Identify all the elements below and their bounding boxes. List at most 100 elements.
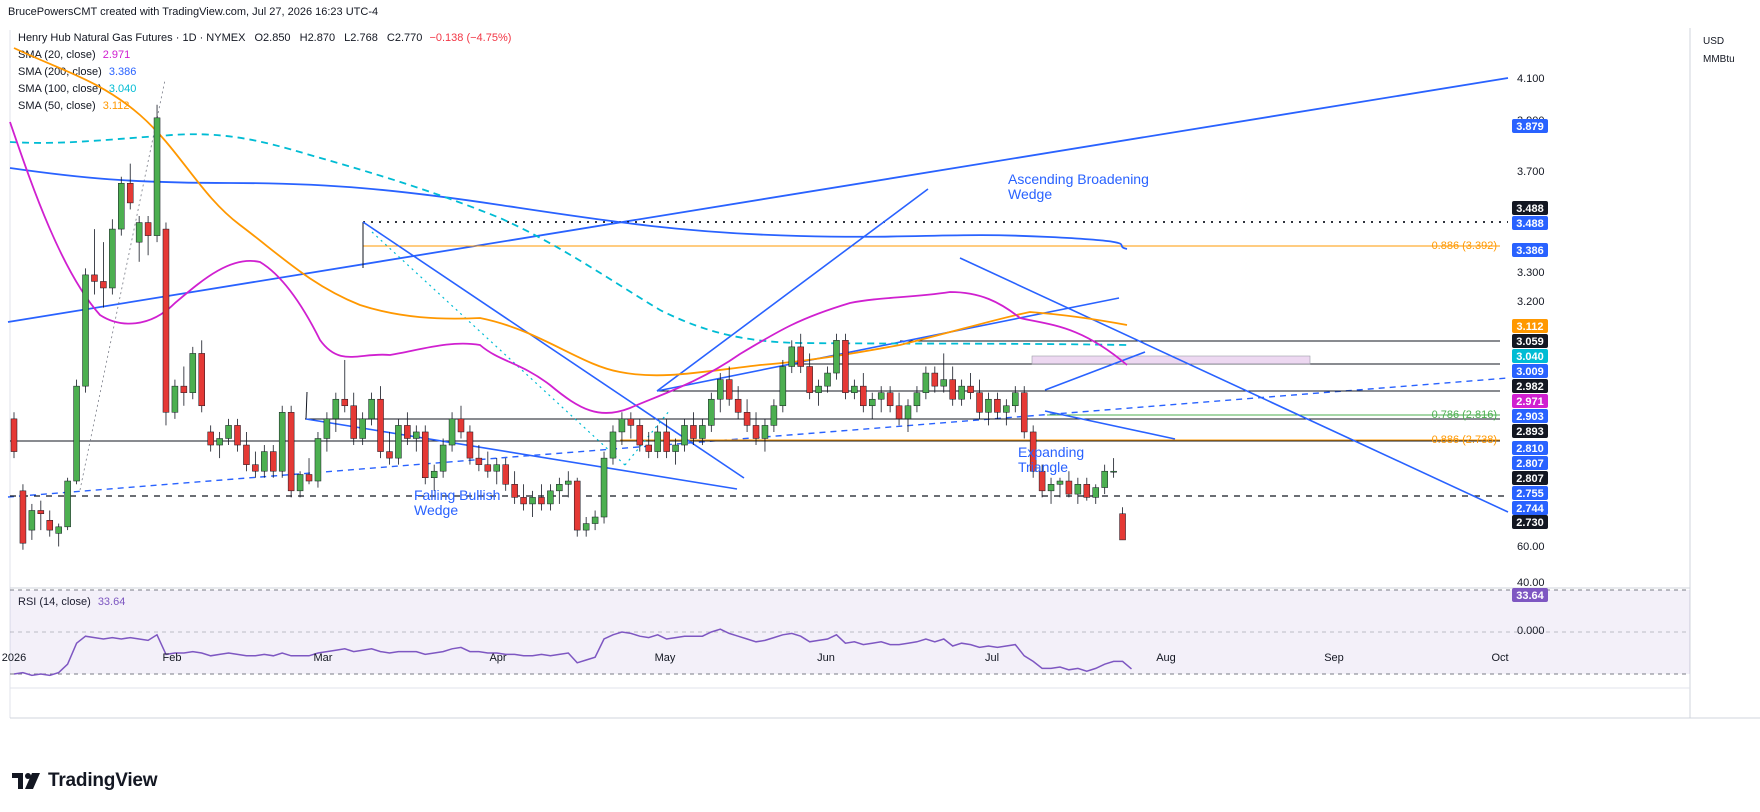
price-label-box: 2.744 (1512, 501, 1548, 515)
price-label-bg (1512, 334, 1548, 348)
candle (252, 451, 259, 478)
candle (967, 373, 974, 400)
candle-body (842, 340, 849, 393)
candle (37, 500, 45, 531)
candle-body (1110, 470, 1117, 473)
candle-body (278, 412, 286, 472)
candle (1065, 471, 1073, 498)
candle-body (833, 340, 840, 374)
expanding-triangle-inner-line (1044, 351, 1146, 391)
candle (565, 471, 572, 498)
candle (261, 445, 268, 478)
fib-level-label: 0.786 (2.816) (1432, 409, 1497, 421)
candle (708, 392, 715, 432)
pattern-annotation: Falling Bullish Wedge (414, 487, 500, 518)
price-label-bg (1512, 501, 1548, 515)
candle (368, 392, 375, 426)
annotation-line: Falling Bullish (414, 487, 500, 503)
candle-body (645, 444, 652, 452)
price-label-bg (1512, 364, 1548, 378)
candle (118, 176, 125, 236)
candle-body (37, 510, 45, 514)
candle (395, 418, 402, 465)
candle (243, 431, 250, 472)
price-label-box: 3.488 (1512, 201, 1548, 215)
candle-body (663, 431, 670, 452)
currency-label[interactable]: USD (1703, 36, 1725, 47)
time-axis[interactable]: 2026 Feb Mar Apr May Jun Jul Aug Sep Oct (2, 652, 1509, 664)
candle-body (162, 228, 170, 413)
candle-body (600, 457, 608, 518)
candle-body (573, 480, 581, 531)
time-tick: Jul (985, 652, 999, 664)
candle-body (1003, 405, 1010, 413)
rsi-tick: 0.000 (1517, 625, 1545, 637)
pattern-annotation: Ascending Broadening Wedge (1008, 171, 1149, 202)
price-axis[interactable]: 4.1003.9003.7003.5003.3863.3003.2003.100… (1512, 73, 1548, 529)
candle-body (690, 425, 697, 439)
rsi-value-bg (1512, 588, 1548, 602)
candle (332, 392, 340, 432)
indicator-sma200[interactable]: SMA (200, close) 3.386 (18, 64, 511, 81)
price-label-box: 3.059 (1512, 334, 1548, 348)
candle-body (135, 222, 143, 243)
candle-body (46, 520, 54, 531)
symbol-row[interactable]: Henry Hub Natural Gas Futures · 1D · NYM… (18, 30, 511, 47)
candle (153, 104, 161, 243)
candle (225, 418, 232, 446)
candle-body (323, 418, 331, 439)
rsi-legend[interactable]: RSI (14, close) 33.64 (18, 596, 125, 608)
candle (842, 333, 849, 400)
candle (1020, 386, 1028, 439)
chart-frame (9, 28, 1760, 719)
candle-body (421, 431, 429, 479)
candle-body (931, 372, 939, 387)
candle-body (752, 425, 760, 439)
candle (439, 438, 447, 478)
price-label-text: 3.488 (1516, 203, 1544, 215)
candle (824, 366, 831, 393)
price-label-box: 2.755 (1512, 486, 1548, 500)
price-label-box: 2.903 (1512, 409, 1548, 423)
tradingview-logo[interactable]: TradingView (12, 770, 158, 792)
price-label-bg (1512, 409, 1548, 423)
candle-body (1047, 484, 1055, 492)
candle-body (788, 346, 796, 367)
price-label-box: 3.386 (1512, 243, 1548, 257)
candle (180, 366, 188, 406)
candle (341, 359, 349, 413)
candle (1092, 484, 1099, 504)
candle (609, 425, 617, 465)
candle (475, 445, 483, 472)
candle-body (725, 379, 733, 400)
indicator-value: 3.386 (108, 66, 137, 78)
indicator-sma100[interactable]: SMA (100, close) 3.040 (18, 81, 511, 98)
unit-label[interactable]: MMBtu (1703, 54, 1735, 65)
rsi-label: RSI (14, close) (18, 596, 91, 608)
indicator-sma50[interactable]: SMA (50, close) 3.112 (18, 98, 511, 115)
candle-body (64, 480, 71, 528)
candle (1003, 399, 1010, 426)
candle-body (296, 474, 304, 492)
candle (1056, 477, 1064, 498)
annotation-line: Triangle (1018, 459, 1068, 475)
candle-body (153, 117, 161, 236)
price-label-text: 2.807 (1516, 458, 1544, 470)
time-tick: Jun (817, 652, 835, 664)
candle (1012, 386, 1019, 413)
candle-body (1065, 480, 1073, 495)
candle (672, 438, 679, 465)
price-label-box: 2.810 (1512, 441, 1548, 455)
candle (305, 458, 313, 485)
candle (895, 392, 903, 426)
candle-body (734, 398, 742, 413)
candle (654, 425, 661, 459)
candle (743, 399, 751, 432)
candle (618, 412, 626, 446)
price-label-bg (1512, 456, 1548, 470)
candle (1083, 477, 1091, 501)
candle (234, 418, 241, 452)
candle-body (457, 418, 465, 433)
candle (770, 399, 778, 432)
